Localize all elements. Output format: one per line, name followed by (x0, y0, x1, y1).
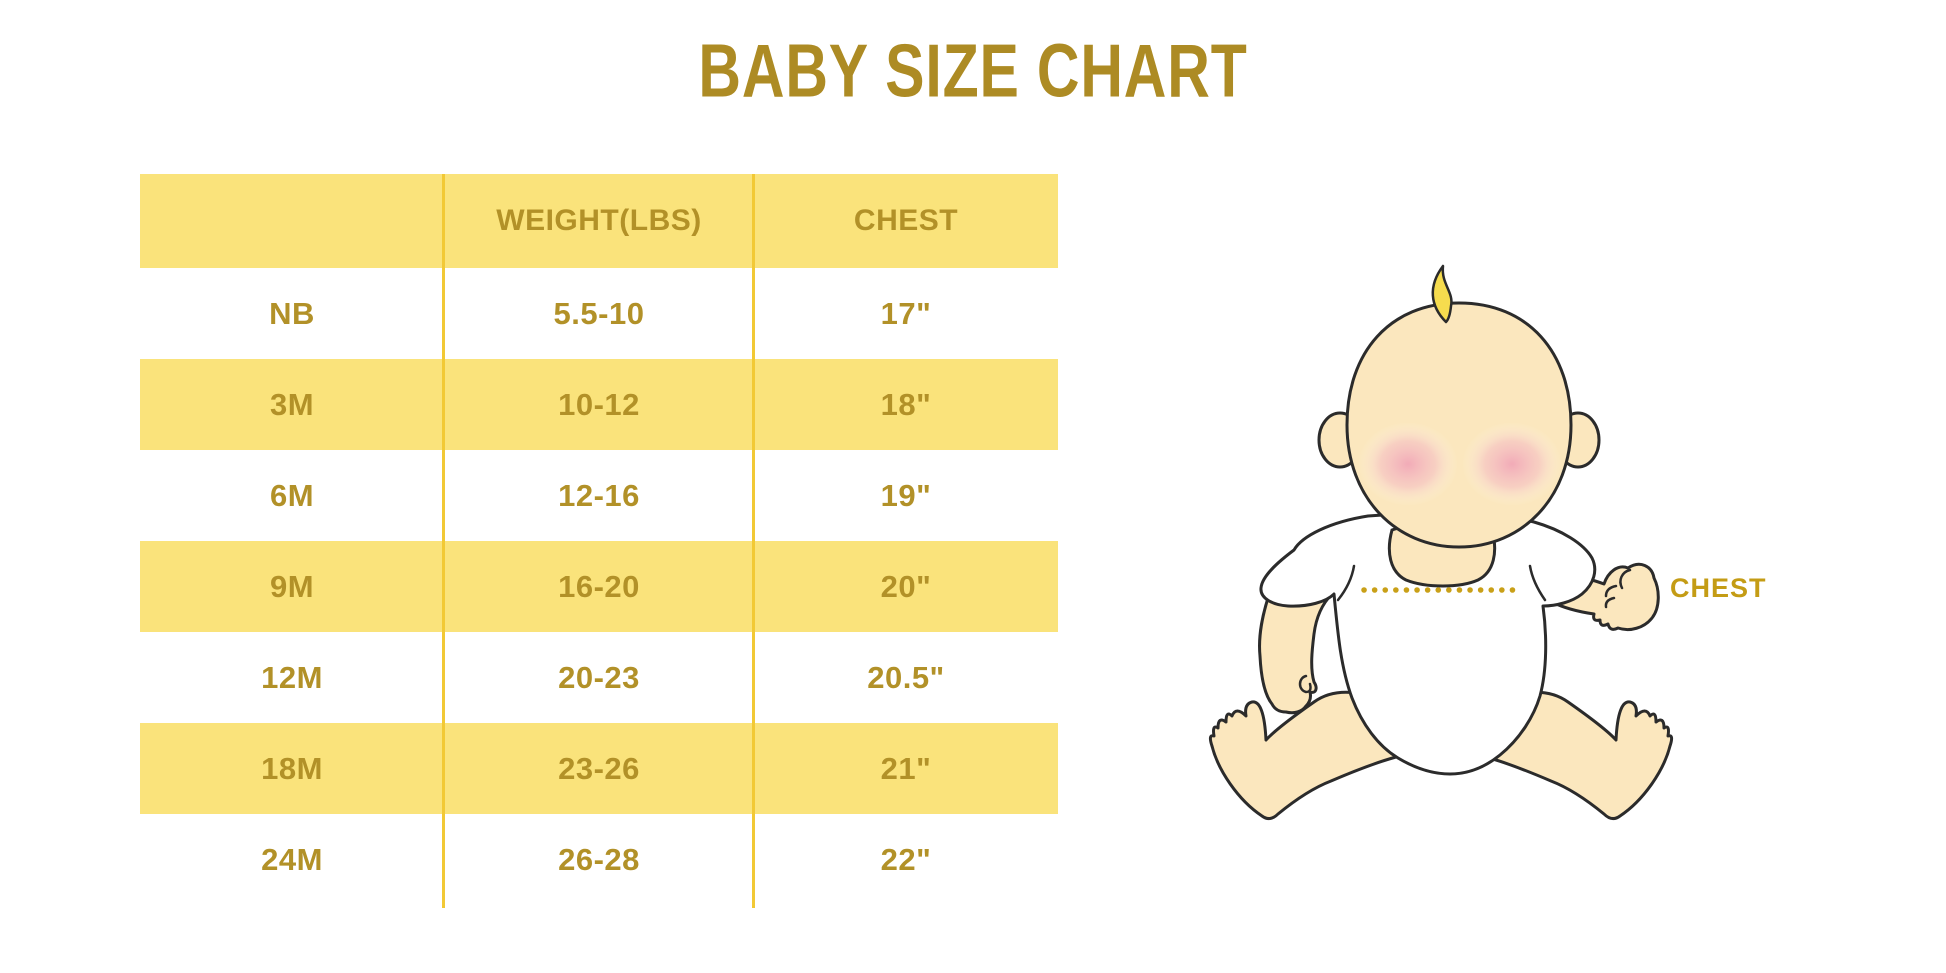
table-row: 12M 20-23 20.5" (140, 632, 1058, 723)
size-cell: 18M (261, 750, 323, 786)
chest-cell: 19" (880, 477, 932, 513)
size-cell: 24M (261, 841, 323, 877)
weight-cell: 5.5-10 (553, 295, 645, 331)
chest-cell: 22" (880, 841, 932, 877)
right-fist-knuckle (1604, 596, 1616, 609)
baby-head (1345, 301, 1573, 549)
chest-cell: 18" (880, 386, 932, 422)
baby-left-arm (1258, 584, 1334, 715)
right-fist-knuckle (1604, 584, 1618, 598)
page-title: BABY SIZE CHART (698, 29, 1248, 114)
table-header-row: WEIGHT(LBS) CHEST (140, 174, 1058, 268)
chest-cell: 17" (880, 295, 932, 331)
baby-left-leg (1208, 690, 1402, 821)
table-row: 6M 12-16 19" (140, 450, 1058, 541)
armpit-crease-right (1528, 564, 1547, 602)
chest-cell: 20.5" (867, 659, 945, 695)
table-row: 9M 16-20 20" (140, 541, 1058, 632)
header-weight: WEIGHT(LBS) (496, 204, 702, 237)
right-fist-thumb-curl (1619, 568, 1632, 590)
size-cell: 9M (269, 568, 315, 604)
size-cell: 6M (269, 477, 315, 513)
weight-cell: 12-16 (558, 477, 640, 513)
table-row: 24M 26-28 22" (140, 814, 1058, 905)
baby-body-onesie (1259, 512, 1597, 776)
weight-cell: 10-12 (558, 386, 640, 422)
chest-measurement-label: CHEST (1670, 573, 1767, 603)
armpit-crease-left (1336, 564, 1356, 602)
table-row: 18M 23-26 21" (140, 723, 1058, 814)
size-cell: 12M (261, 659, 323, 695)
size-cell: NB (269, 295, 315, 331)
table-row: NB 5.5-10 17" (140, 268, 1058, 359)
size-cell: 3M (269, 386, 315, 422)
baby-hair-curl (1431, 264, 1453, 324)
baby-head-group (1317, 264, 1601, 549)
chest-cell: 21" (880, 750, 932, 786)
baby-blush-left (1358, 422, 1458, 506)
header-chest: CHEST (853, 204, 959, 237)
chest-cell: 20" (880, 568, 932, 604)
baby-legs (1208, 690, 1674, 821)
column-divider (442, 174, 445, 908)
weight-cell: 16-20 (558, 568, 640, 604)
weight-cell: 26-28 (558, 841, 640, 877)
baby-blush-right (1462, 422, 1562, 506)
left-hand-finger-curl (1298, 674, 1312, 694)
size-table: WEIGHT(LBS) CHEST NB 5.5-10 17" 3M 10-12… (140, 174, 1058, 908)
table-row: 3M 10-12 18" (140, 359, 1058, 450)
weight-cell: 20-23 (558, 659, 640, 695)
weight-cell: 23-26 (558, 750, 640, 786)
column-divider (752, 174, 755, 908)
